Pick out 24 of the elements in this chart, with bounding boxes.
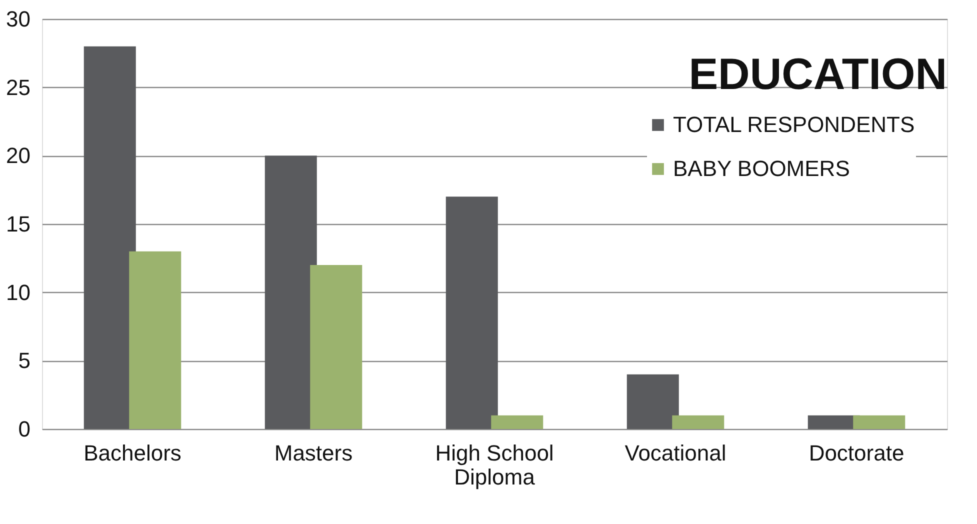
x-tick-label: Doctorate (808, 440, 904, 466)
y-tick-label: 20 (6, 143, 30, 168)
legend-label: TOTAL RESPONDENTS (673, 112, 915, 137)
bar (264, 156, 317, 429)
legend-label: BABY BOOMERS (673, 156, 850, 181)
x-tick-label: Bachelors (84, 440, 182, 466)
bar (446, 196, 498, 429)
bar (84, 46, 136, 429)
x-tick-label: Vocational (624, 440, 726, 466)
y-tick-label: 10 (6, 280, 30, 305)
bar (853, 415, 906, 429)
bar (310, 265, 362, 429)
y-tick-label: 25 (6, 74, 30, 100)
text: EDUCATION (688, 50, 947, 99)
x-tick-label: High School Diploma (435, 440, 554, 490)
y-tick-label: 5 (18, 348, 30, 374)
y-tick-label: 30 (6, 6, 30, 32)
y-tick-label: 15 (6, 212, 30, 236)
y-tick-label: 0 (18, 416, 30, 442)
bar (672, 415, 724, 429)
bar (129, 251, 182, 429)
bar (626, 374, 679, 429)
x-tick-label: Masters (274, 440, 353, 466)
bar (491, 415, 544, 429)
